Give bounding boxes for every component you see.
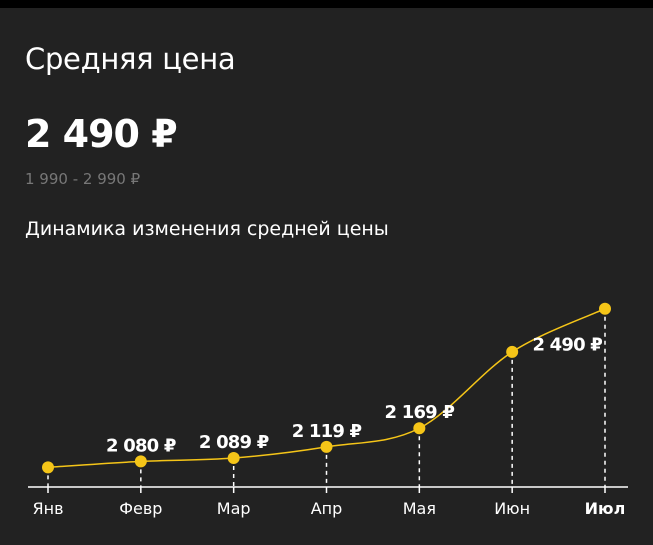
- x-tick-label: Февр: [119, 499, 162, 518]
- price-point: [227, 452, 240, 465]
- price-range: 1 990 - 2 990 ₽: [25, 170, 141, 188]
- x-tick-label: Апр: [311, 499, 343, 518]
- average-price: 2 490 ₽: [25, 112, 178, 156]
- value-label: 2 119 ₽: [292, 421, 362, 442]
- x-tick-label: Июл: [585, 499, 626, 518]
- price-point: [413, 422, 426, 435]
- x-tick-label: Мая: [403, 499, 436, 518]
- card-title: Средняя цена: [25, 42, 236, 76]
- price-point: [134, 455, 147, 468]
- x-tick-label: Июн: [494, 499, 530, 518]
- price-point: [506, 345, 519, 358]
- value-label: 2 080 ₽: [106, 435, 176, 456]
- x-tick-label: Янв: [32, 499, 63, 518]
- value-label: 2 089 ₽: [199, 432, 269, 453]
- price-point: [320, 440, 333, 453]
- value-label: 2 490 ₽: [532, 335, 602, 356]
- x-tick-label: Мар: [217, 499, 251, 518]
- chart-title: Динамика изменения средней цены: [25, 218, 389, 240]
- value-label: 2 169 ₽: [385, 402, 455, 423]
- price-point: [42, 461, 54, 474]
- price-point: [599, 302, 611, 315]
